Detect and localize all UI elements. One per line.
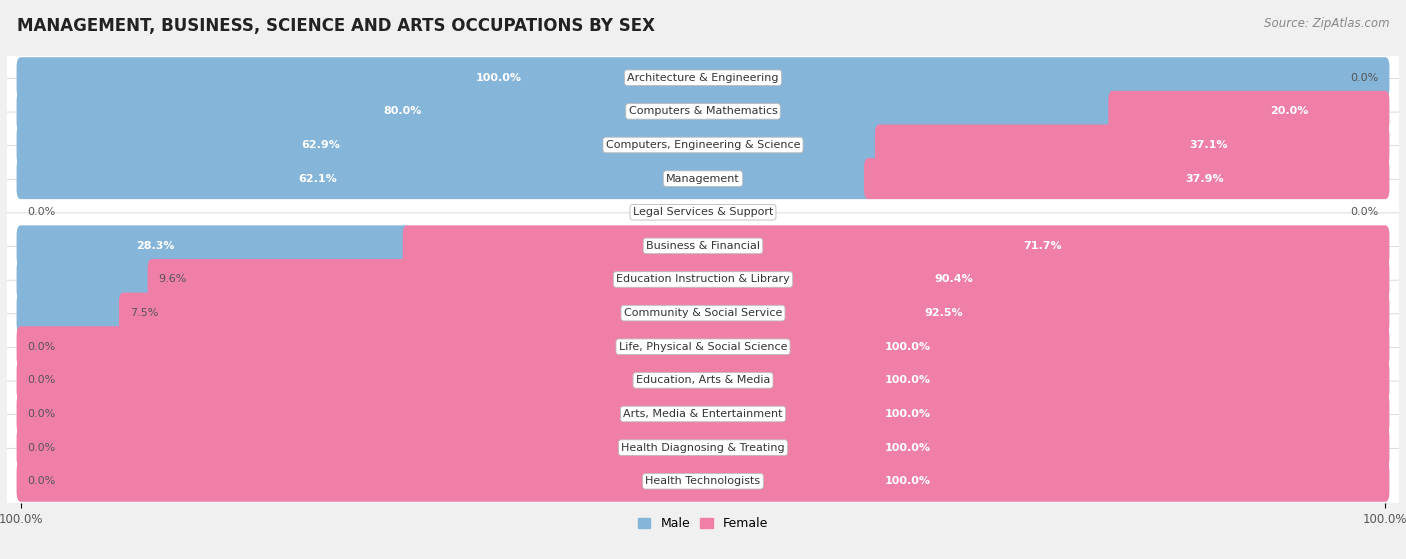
- Text: 37.1%: 37.1%: [1189, 140, 1227, 150]
- Text: 20.0%: 20.0%: [1271, 106, 1309, 116]
- Text: 0.0%: 0.0%: [1350, 73, 1378, 83]
- FancyBboxPatch shape: [17, 57, 1389, 98]
- Legend: Male, Female: Male, Female: [633, 512, 773, 535]
- Text: Computers, Engineering & Science: Computers, Engineering & Science: [606, 140, 800, 150]
- Text: MANAGEMENT, BUSINESS, SCIENCE AND ARTS OCCUPATIONS BY SEX: MANAGEMENT, BUSINESS, SCIENCE AND ARTS O…: [17, 17, 655, 35]
- Text: 100.0%: 100.0%: [884, 342, 931, 352]
- FancyBboxPatch shape: [17, 259, 156, 300]
- Text: 0.0%: 0.0%: [28, 376, 56, 385]
- Text: Education Instruction & Library: Education Instruction & Library: [616, 274, 790, 285]
- FancyBboxPatch shape: [0, 314, 1406, 380]
- Text: 62.1%: 62.1%: [298, 174, 336, 183]
- FancyBboxPatch shape: [875, 125, 1389, 165]
- FancyBboxPatch shape: [17, 394, 1389, 434]
- Text: 100.0%: 100.0%: [475, 73, 522, 83]
- Text: Health Technologists: Health Technologists: [645, 476, 761, 486]
- Text: Arts, Media & Entertainment: Arts, Media & Entertainment: [623, 409, 783, 419]
- Text: 28.3%: 28.3%: [136, 241, 176, 251]
- Text: Legal Services & Support: Legal Services & Support: [633, 207, 773, 217]
- FancyBboxPatch shape: [0, 381, 1406, 447]
- FancyBboxPatch shape: [148, 259, 1389, 300]
- Text: 9.6%: 9.6%: [159, 274, 187, 285]
- FancyBboxPatch shape: [17, 125, 883, 165]
- Text: 80.0%: 80.0%: [384, 106, 422, 116]
- Text: Business & Financial: Business & Financial: [645, 241, 761, 251]
- Text: 90.4%: 90.4%: [934, 274, 973, 285]
- Text: Source: ZipAtlas.com: Source: ZipAtlas.com: [1264, 17, 1389, 30]
- FancyBboxPatch shape: [0, 247, 1406, 312]
- FancyBboxPatch shape: [17, 326, 1389, 367]
- Text: 0.0%: 0.0%: [1350, 207, 1378, 217]
- FancyBboxPatch shape: [0, 45, 1406, 111]
- FancyBboxPatch shape: [0, 280, 1406, 346]
- FancyBboxPatch shape: [1108, 91, 1389, 132]
- Text: Community & Social Service: Community & Social Service: [624, 308, 782, 318]
- Text: Health Diagnosing & Treating: Health Diagnosing & Treating: [621, 443, 785, 453]
- FancyBboxPatch shape: [17, 158, 872, 199]
- Text: 0.0%: 0.0%: [28, 342, 56, 352]
- FancyBboxPatch shape: [120, 292, 1389, 334]
- Text: Architecture & Engineering: Architecture & Engineering: [627, 73, 779, 83]
- Text: 0.0%: 0.0%: [28, 409, 56, 419]
- FancyBboxPatch shape: [0, 448, 1406, 514]
- FancyBboxPatch shape: [17, 91, 1116, 132]
- Text: 92.5%: 92.5%: [924, 308, 963, 318]
- Text: 100.0%: 100.0%: [884, 476, 931, 486]
- FancyBboxPatch shape: [402, 225, 1389, 267]
- Text: 0.0%: 0.0%: [28, 207, 56, 217]
- Text: 7.5%: 7.5%: [129, 308, 159, 318]
- FancyBboxPatch shape: [865, 158, 1389, 199]
- Text: 100.0%: 100.0%: [884, 376, 931, 385]
- Text: 100.0%: 100.0%: [884, 409, 931, 419]
- Text: 71.7%: 71.7%: [1024, 241, 1062, 251]
- FancyBboxPatch shape: [17, 292, 127, 334]
- FancyBboxPatch shape: [0, 213, 1406, 279]
- FancyBboxPatch shape: [0, 179, 1406, 245]
- Text: 0.0%: 0.0%: [28, 443, 56, 453]
- FancyBboxPatch shape: [17, 225, 411, 267]
- Text: Life, Physical & Social Science: Life, Physical & Social Science: [619, 342, 787, 352]
- FancyBboxPatch shape: [0, 112, 1406, 178]
- Text: 0.0%: 0.0%: [28, 476, 56, 486]
- FancyBboxPatch shape: [17, 427, 1389, 468]
- Text: Education, Arts & Media: Education, Arts & Media: [636, 376, 770, 385]
- FancyBboxPatch shape: [17, 461, 1389, 502]
- Text: 62.9%: 62.9%: [302, 140, 340, 150]
- Text: 100.0%: 100.0%: [884, 443, 931, 453]
- Text: 37.9%: 37.9%: [1185, 174, 1223, 183]
- Text: Computers & Mathematics: Computers & Mathematics: [628, 106, 778, 116]
- Text: Management: Management: [666, 174, 740, 183]
- FancyBboxPatch shape: [0, 146, 1406, 211]
- FancyBboxPatch shape: [0, 78, 1406, 144]
- FancyBboxPatch shape: [17, 360, 1389, 401]
- FancyBboxPatch shape: [0, 415, 1406, 481]
- FancyBboxPatch shape: [0, 348, 1406, 413]
